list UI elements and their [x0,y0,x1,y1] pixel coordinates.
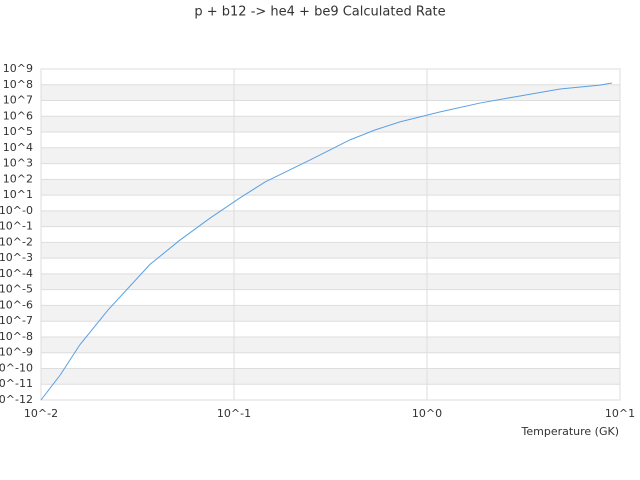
grid-band [41,305,620,322]
chart-title: p + b12 -> he4 + be9 Calculated Rate [194,5,445,20]
grid-band [41,210,620,227]
grid-band [41,116,620,133]
y-tick-label: 10^-5 [0,283,33,296]
grid-band [41,179,620,196]
data-line [40,82,612,401]
y-tick-label: 10^6 [3,109,33,122]
y-tick-label: 10^-0 [0,204,33,217]
y-tick-label: 10^3 [3,157,33,170]
y-tick-label: 10^-12 [0,393,33,406]
grid-band [41,242,620,259]
x-tick-label: 10^1 [605,407,635,420]
x-tick-label: 10^-1 [217,407,251,420]
y-tick-label: 10^1 [3,188,33,201]
y-tick-label: 10^9 [3,62,33,75]
y-tick-label: 10^-9 [0,346,33,359]
y-tick-label: 10^5 [3,125,33,138]
y-tick-label: 10^-4 [0,267,33,280]
y-tick-label: 10^2 [3,172,33,185]
y-tick-label: 10^4 [3,141,33,154]
x-axis-label: Temperature (GK) [521,425,620,438]
grid-band [41,147,620,164]
y-tick-label: 10^-6 [0,298,33,311]
x-tick-label: 10^-2 [24,407,58,420]
y-tick-label: 10^-2 [0,235,33,248]
y-tick-label: 10^-3 [0,251,33,264]
y-tick-label: 10^8 [3,78,33,91]
y-tick-label: 10^7 [3,94,33,107]
y-tick-label: 10^-10 [0,361,33,374]
grid-band [41,273,620,290]
y-tick-label: 10^-11 [0,377,33,390]
grid-band [41,84,620,101]
grid-band [41,368,620,385]
grid-band [41,336,620,353]
y-tick-label: 10^-7 [0,314,33,327]
plot-frame [40,68,621,401]
y-tick-label: 10^-1 [0,220,33,233]
x-tick-label: 10^0 [412,407,442,420]
y-tick-label: 10^-8 [0,330,33,343]
